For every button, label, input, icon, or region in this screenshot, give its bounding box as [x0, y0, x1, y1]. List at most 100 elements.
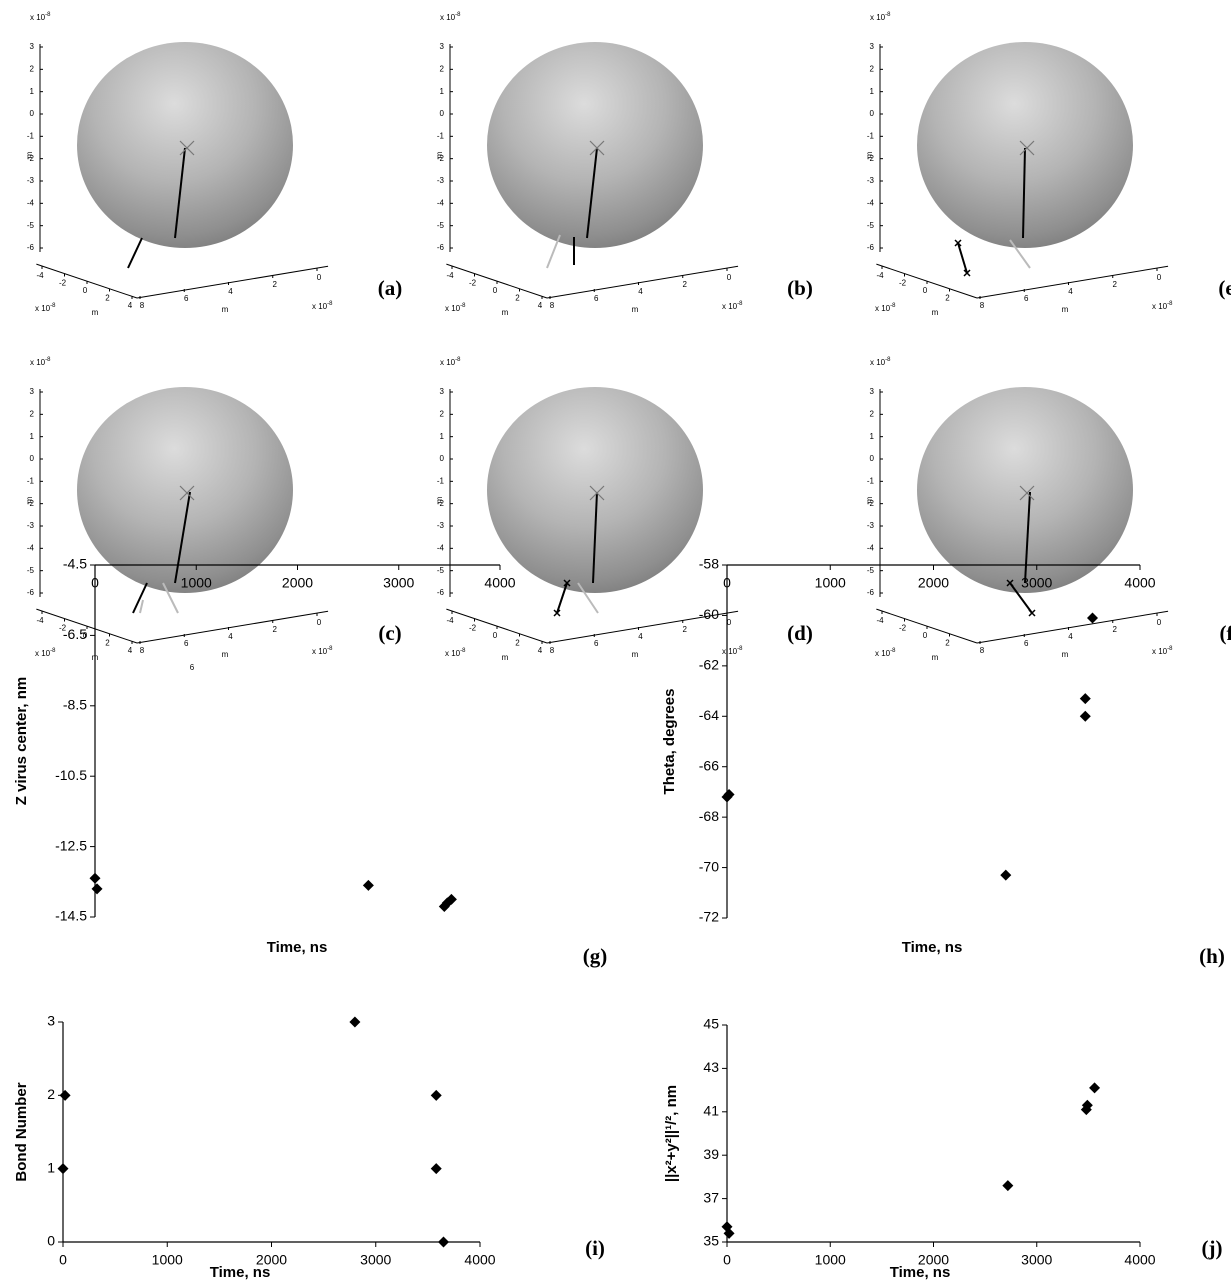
y-axis-label: m [632, 305, 639, 314]
y-tick-label: 2 [683, 625, 688, 634]
exponent-base: x 10 [35, 304, 51, 313]
exponent-power: -8 [45, 357, 51, 363]
x-tick-label: 2000 [918, 575, 949, 591]
z-tick-label: 2 [30, 409, 35, 418]
exponent-base: x 10 [722, 647, 738, 656]
x-tick-label: 4 [538, 646, 543, 655]
exponent-power: -8 [885, 12, 891, 18]
z-tick-label: 2 [440, 64, 445, 73]
data-point [430, 1163, 442, 1175]
y-axis [976, 610, 1169, 644]
y-axis-title: Z virus center, nm [13, 677, 30, 805]
data-point [362, 879, 374, 891]
exponent-power: -8 [737, 646, 743, 652]
y-tick-label: 0 [727, 618, 732, 627]
x-tick-label: 2 [105, 639, 110, 648]
z-tick-label: 2 [870, 409, 875, 418]
y-tick-label: -64 [699, 707, 719, 723]
z-tick-label: 0 [30, 454, 35, 463]
z-tick-label: -5 [27, 566, 35, 575]
z-tick-label: 1 [440, 87, 445, 96]
y-tick-label: 8 [550, 646, 555, 655]
x-tick-label: 4 [128, 301, 133, 310]
x-tick-label: -2 [899, 279, 907, 288]
z-tick-label: 3 [440, 387, 445, 396]
z-tick-label: -2 [867, 499, 875, 508]
panel-label: (a) [378, 276, 403, 300]
x-axis-title: Time, ns [210, 1264, 271, 1280]
z-tick-label: 2 [30, 64, 35, 73]
exponent-label: x 10-8 [30, 12, 51, 23]
z-tick-label: 2 [440, 409, 445, 418]
marker-cross [589, 140, 605, 156]
x-tick-label: 4000 [464, 1252, 495, 1268]
y-tick-label: 4 [1068, 287, 1073, 296]
rod [1024, 491, 1031, 584]
x-tick-label: 2000 [918, 1252, 949, 1268]
annotation: 6 [190, 663, 195, 672]
sphere [487, 42, 703, 248]
rod [546, 234, 561, 269]
z-tick-label: -6 [437, 588, 445, 597]
exponent-label: x 10-8 [875, 648, 896, 659]
y-axis-label: m [222, 305, 229, 314]
exponent-label: x 10-8 [1152, 646, 1173, 657]
z-tick-label: -1 [437, 476, 445, 485]
y-tick-label: 6 [1024, 639, 1029, 648]
exponent-base: x 10 [445, 304, 461, 313]
x-tick-label: 2000 [256, 1252, 287, 1268]
z-tick-label: -5 [437, 221, 445, 230]
z-tick-label: -3 [867, 521, 875, 530]
y-axis [136, 265, 329, 299]
panel-label: (h) [1199, 944, 1225, 968]
marker-cross [1028, 609, 1036, 617]
y-tick-label: 8 [550, 301, 555, 310]
x-tick-label: 3000 [383, 575, 414, 591]
exponent-label: x 10-8 [30, 357, 51, 368]
x-tick-label: 2000 [282, 575, 313, 591]
exponent-label: x 10-8 [1152, 301, 1173, 312]
x-tick-label: 2 [945, 639, 950, 648]
y-tick-label: 6 [184, 639, 189, 648]
y-axis-title: Bond Number [13, 1082, 30, 1181]
y-axis [546, 265, 739, 299]
exponent-base: x 10 [875, 304, 891, 313]
y-axis [976, 265, 1169, 299]
y-axis-title: Theta, degrees [661, 689, 678, 795]
z-tick-label: 3 [870, 387, 875, 396]
panel-label: (i) [585, 1236, 605, 1260]
z-tick-label: -2 [867, 154, 875, 163]
z-tick-label: -5 [867, 221, 875, 230]
y-tick-label: -14.5 [55, 908, 87, 924]
y-tick-label: 4 [1068, 632, 1073, 641]
z-tick-label: 3 [30, 387, 35, 396]
z-axis-label: m [25, 496, 34, 503]
sphere [77, 42, 293, 248]
rod [592, 491, 598, 584]
z-tick-label: -5 [437, 566, 445, 575]
z-tick-label: 1 [30, 87, 35, 96]
data-point [430, 1089, 442, 1101]
y-tick-label: 0 [1157, 273, 1162, 282]
z-tick-label: -6 [867, 588, 875, 597]
x-axis-label: m [92, 308, 99, 317]
y-tick-label: 0 [317, 273, 322, 282]
marker-cross [179, 140, 195, 156]
sphere [487, 387, 703, 593]
y-tick-label: 8 [980, 301, 985, 310]
marker-cross [553, 609, 561, 617]
exponent-power: -8 [460, 303, 466, 309]
x-tick-label: 3000 [1021, 1252, 1052, 1268]
y-axis-label: m [222, 650, 229, 659]
exponent-label: x 10-8 [722, 646, 743, 657]
y-tick-label: -66 [699, 757, 719, 773]
y-tick-label: -4.5 [63, 556, 87, 572]
y-tick-label: 0 [1157, 618, 1162, 627]
exponent-label: x 10-8 [35, 648, 56, 659]
marker-cross [1019, 485, 1035, 501]
z-tick-label: -4 [867, 543, 875, 552]
exponent-base: x 10 [1152, 647, 1168, 656]
exponent-label: x 10-8 [445, 303, 466, 314]
z-tick-label: 1 [870, 432, 875, 441]
y-tick-label: 4 [638, 287, 643, 296]
